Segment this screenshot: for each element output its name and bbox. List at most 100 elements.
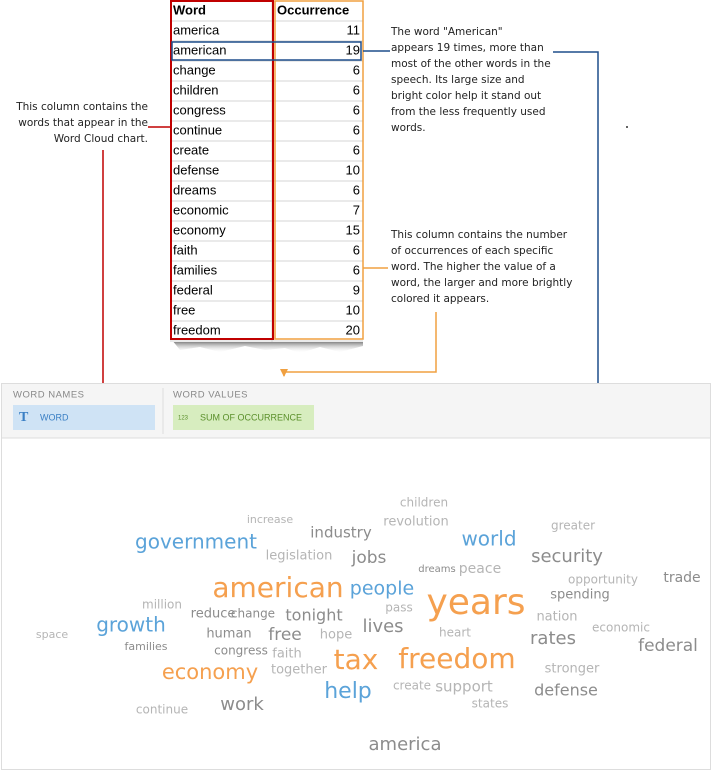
word-cell: create bbox=[173, 142, 209, 157]
american-row-highlight bbox=[171, 41, 362, 61]
chip-label: WORD bbox=[40, 412, 69, 422]
annotation-line: most of the other words in the bbox=[391, 58, 551, 70]
cloud-word: economic bbox=[592, 621, 650, 635]
cloud-word: legislation bbox=[266, 549, 333, 564]
annotation-line: appears 19 times, more than bbox=[391, 42, 544, 54]
cloud-word: create bbox=[393, 679, 431, 693]
occurrence-cell: 6 bbox=[353, 82, 360, 97]
cloud-word: human bbox=[206, 627, 251, 642]
torn-shadow bbox=[172, 340, 363, 353]
word-cell: continue bbox=[173, 122, 222, 137]
occurrence-cell: 9 bbox=[353, 282, 360, 297]
chip-icon: 123 bbox=[178, 416, 189, 422]
occurrence-cell: 6 bbox=[353, 242, 360, 257]
annotation-line: The word "American" bbox=[390, 26, 503, 38]
viz-panel bbox=[1, 383, 711, 770]
values-chip[interactable] bbox=[173, 405, 314, 430]
cloud-word: families bbox=[125, 640, 168, 653]
annotation-line: from the less frequently used bbox=[391, 106, 546, 118]
cloud-word: industry bbox=[310, 524, 372, 542]
cloud-word: trade bbox=[663, 570, 700, 586]
annotation-line: word. The higher the value of a bbox=[391, 261, 556, 273]
word-cell: freedom bbox=[173, 322, 221, 337]
cloud-word: years bbox=[426, 582, 525, 623]
word-cell: congress bbox=[173, 102, 226, 117]
cloud-word: lives bbox=[362, 616, 403, 637]
occurrence-cell: 6 bbox=[353, 262, 360, 277]
cloud-word: continue bbox=[136, 703, 188, 717]
cloud-word: american bbox=[212, 571, 343, 604]
dot bbox=[626, 126, 628, 128]
cloud-word: economy bbox=[162, 660, 258, 684]
occurrence-cell: 15 bbox=[346, 222, 360, 237]
cloud-word: stronger bbox=[545, 662, 600, 677]
cloud-word: people bbox=[350, 578, 414, 600]
annotation-line: Word Cloud chart. bbox=[54, 133, 148, 145]
cloud-word: work bbox=[220, 694, 264, 715]
word-cell: faith bbox=[173, 242, 198, 257]
occurrence-cell: 6 bbox=[353, 182, 360, 197]
annotations: This column contains the words that appea… bbox=[15, 26, 572, 305]
cloud-word: opportunity bbox=[568, 573, 638, 587]
cloud-word: government bbox=[135, 530, 257, 554]
cloud-word: security bbox=[531, 546, 603, 567]
cloud-word: nation bbox=[536, 610, 577, 625]
cloud-word: america bbox=[369, 734, 442, 755]
cloud-word: rates bbox=[530, 628, 576, 649]
occurrence-cell: 6 bbox=[353, 142, 360, 157]
occurrence-cell: 10 bbox=[346, 162, 360, 177]
occurrence-column-highlight bbox=[274, 0, 364, 340]
annotation-line: words. bbox=[391, 122, 426, 134]
cloud-word: help bbox=[324, 679, 372, 704]
field-label: WORD VALUES bbox=[173, 390, 248, 401]
cloud-word: freedom bbox=[398, 642, 515, 675]
occurrence-cell: 7 bbox=[353, 202, 360, 217]
occurrence-cell: 11 bbox=[347, 22, 361, 37]
cloud-word: children bbox=[400, 496, 448, 510]
occurrence-cell: 20 bbox=[346, 322, 360, 337]
word-cell: federal bbox=[173, 282, 213, 297]
column-header: Occurrence bbox=[277, 2, 349, 17]
word-cell: children bbox=[173, 82, 219, 97]
annotation-line: word, the larger and more brightly bbox=[391, 277, 572, 289]
cloud-word: together bbox=[271, 663, 328, 678]
annotation-line: colored it appears. bbox=[391, 293, 489, 305]
cloud-word: spending bbox=[550, 588, 610, 603]
word-cell: dreams bbox=[173, 182, 217, 197]
word-cell: change bbox=[173, 62, 216, 77]
cloud-word: pass bbox=[385, 601, 412, 615]
cloud-word: defense bbox=[534, 681, 598, 700]
annotation-line: bright color help it stand out bbox=[391, 90, 541, 102]
cloud-word: growth bbox=[96, 613, 166, 637]
word-cell: economy bbox=[173, 222, 226, 237]
cloud-word: states bbox=[472, 697, 509, 711]
word-cell: free bbox=[173, 302, 195, 317]
occurrence-cell: 6 bbox=[353, 62, 360, 77]
chip-label: SUM OF OCCURRENCE bbox=[200, 412, 302, 422]
annotation-line: This column contains the number bbox=[390, 229, 568, 241]
cloud-word: revolution bbox=[383, 515, 448, 530]
cloud-word: reduce bbox=[191, 607, 236, 622]
annotation-line: of occurrences of each specific bbox=[391, 245, 553, 257]
word-cloud: children increase industry revolution greate… bbox=[36, 496, 701, 756]
word-column-highlight bbox=[170, 0, 274, 340]
word-cell: american bbox=[173, 42, 226, 57]
occurrence-cell: 19 bbox=[346, 42, 360, 57]
table-bg bbox=[170, 2, 363, 342]
cloud-word: heart bbox=[439, 626, 471, 640]
word-cell: economic bbox=[173, 202, 229, 217]
word-cell: defense bbox=[173, 162, 219, 177]
cloud-word: congress bbox=[214, 644, 268, 658]
data-table: Word Occurrence america 11 american 19 change 6… bbox=[170, 0, 363, 342]
cloud-word: peace bbox=[459, 561, 501, 577]
annotation-line: speech. Its large size and bbox=[391, 74, 525, 86]
cloud-word: world bbox=[461, 527, 516, 551]
word-chip[interactable] bbox=[13, 405, 155, 430]
arrow bbox=[280, 312, 437, 377]
cloud-word: free bbox=[268, 625, 302, 645]
cloud-word: jobs bbox=[351, 548, 387, 568]
cloud-word: federal bbox=[638, 636, 698, 656]
cloud-word: space bbox=[36, 628, 69, 641]
occurrence-cell: 6 bbox=[353, 122, 360, 137]
